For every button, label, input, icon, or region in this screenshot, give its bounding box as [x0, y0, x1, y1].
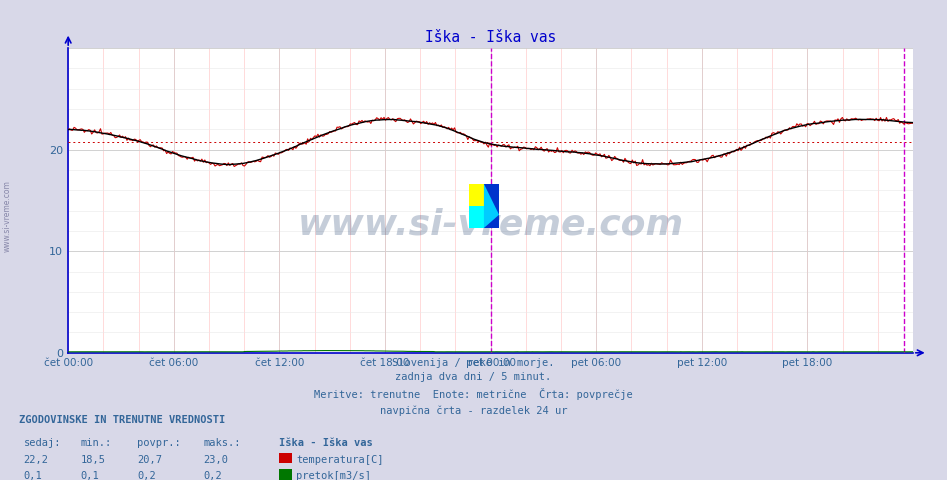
Text: maks.:: maks.:: [204, 438, 241, 448]
Text: 0,1: 0,1: [80, 471, 99, 480]
Text: 0,1: 0,1: [24, 471, 43, 480]
Text: temperatura[C]: temperatura[C]: [296, 455, 384, 465]
Polygon shape: [484, 184, 499, 228]
Text: 0,2: 0,2: [204, 471, 223, 480]
Text: Slovenija / reke in morje.
zadnja dva dni / 5 minut.
Meritve: trenutne  Enote: m: Slovenija / reke in morje. zadnja dva dn…: [314, 358, 633, 416]
Text: povpr.:: povpr.:: [137, 438, 181, 448]
Text: 0,2: 0,2: [137, 471, 156, 480]
Title: Iška - Iška vas: Iška - Iška vas: [425, 30, 556, 46]
Bar: [469, 184, 484, 206]
Text: pretok[m3/s]: pretok[m3/s]: [296, 471, 371, 480]
Text: 20,7: 20,7: [137, 455, 162, 465]
Bar: [484, 184, 499, 228]
Text: 18,5: 18,5: [80, 455, 105, 465]
Text: Iška - Iška vas: Iška - Iška vas: [279, 438, 373, 448]
Text: www.si-vreme.com: www.si-vreme.com: [297, 208, 684, 242]
Text: ZGODOVINSKE IN TRENUTNE VREDNOSTI: ZGODOVINSKE IN TRENUTNE VREDNOSTI: [19, 415, 225, 425]
Bar: [469, 206, 484, 228]
Text: 22,2: 22,2: [24, 455, 48, 465]
Text: 23,0: 23,0: [204, 455, 228, 465]
Text: min.:: min.:: [80, 438, 112, 448]
Text: www.si-vreme.com: www.si-vreme.com: [3, 180, 12, 252]
Text: sedaj:: sedaj:: [24, 438, 62, 448]
